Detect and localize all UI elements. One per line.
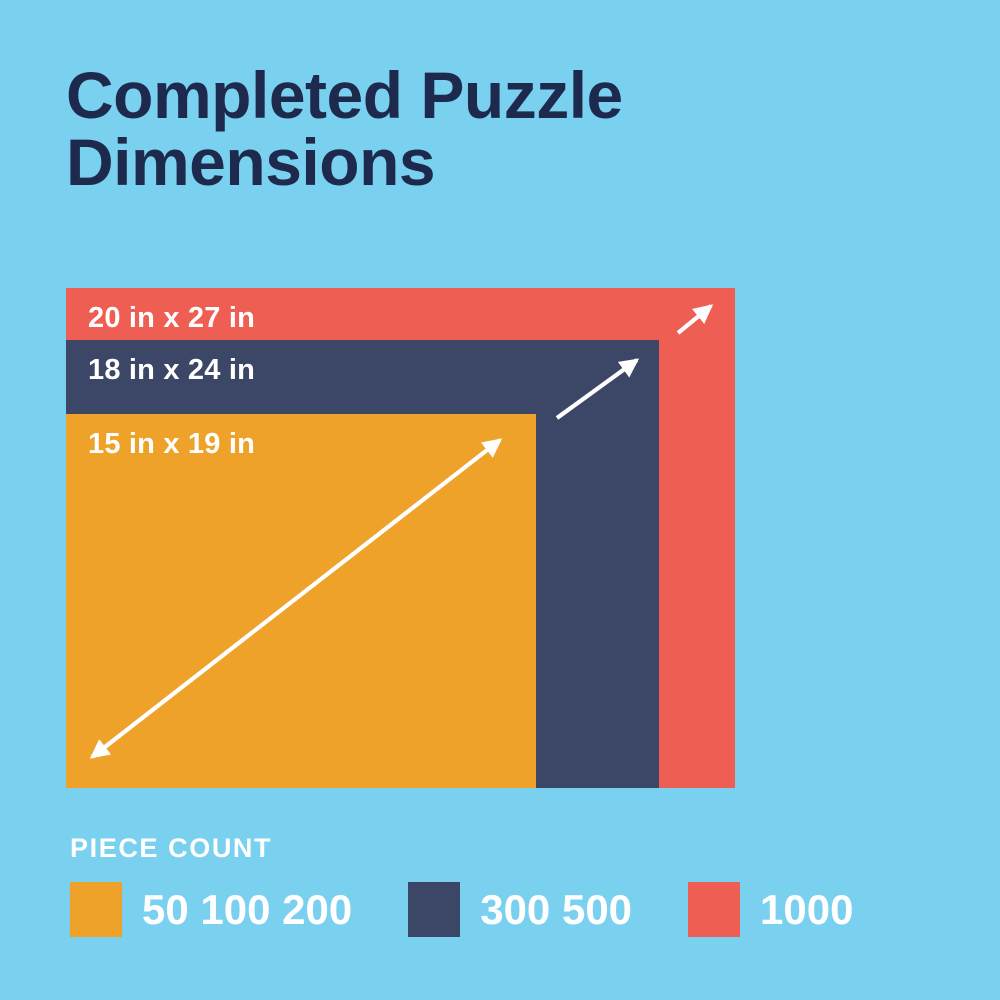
size-rect-label-1000: 20 in x 27 in <box>88 302 256 334</box>
legend-label-300-500: 300 500 <box>480 886 633 933</box>
legend-title: PIECE COUNT <box>70 833 273 863</box>
size-rect-label-50-100-200: 15 in x 19 in <box>88 428 256 460</box>
size-rect-label-300-500: 18 in x 24 in <box>88 354 256 386</box>
legend-items: 50 100 200 300 500 1000 <box>70 878 970 940</box>
page-title-line-2: Dimensions <box>66 125 436 200</box>
legend: PIECE COUNT 50 100 200 300 500 1000 <box>70 833 970 940</box>
legend-item-50-100-200[interactable]: 50 100 200 <box>70 878 352 940</box>
legend-swatch-navy <box>408 881 461 937</box>
legend-swatch-orange <box>70 881 122 937</box>
size-rect-50-100-200-pieces: 15 in x 19 in <box>66 414 536 788</box>
legend-item-300-500[interactable]: 300 500 <box>408 878 632 940</box>
page-title: Completed Puzzle Dimensions <box>66 58 926 200</box>
legend-swatch-red <box>688 881 741 937</box>
page-title-line-1: Completed Puzzle <box>66 58 623 132</box>
legend-item-1000[interactable]: 1000 <box>688 878 853 940</box>
legend-label-50-100-200: 50 100 200 <box>142 886 353 933</box>
legend-label-1000: 1000 <box>760 886 854 933</box>
